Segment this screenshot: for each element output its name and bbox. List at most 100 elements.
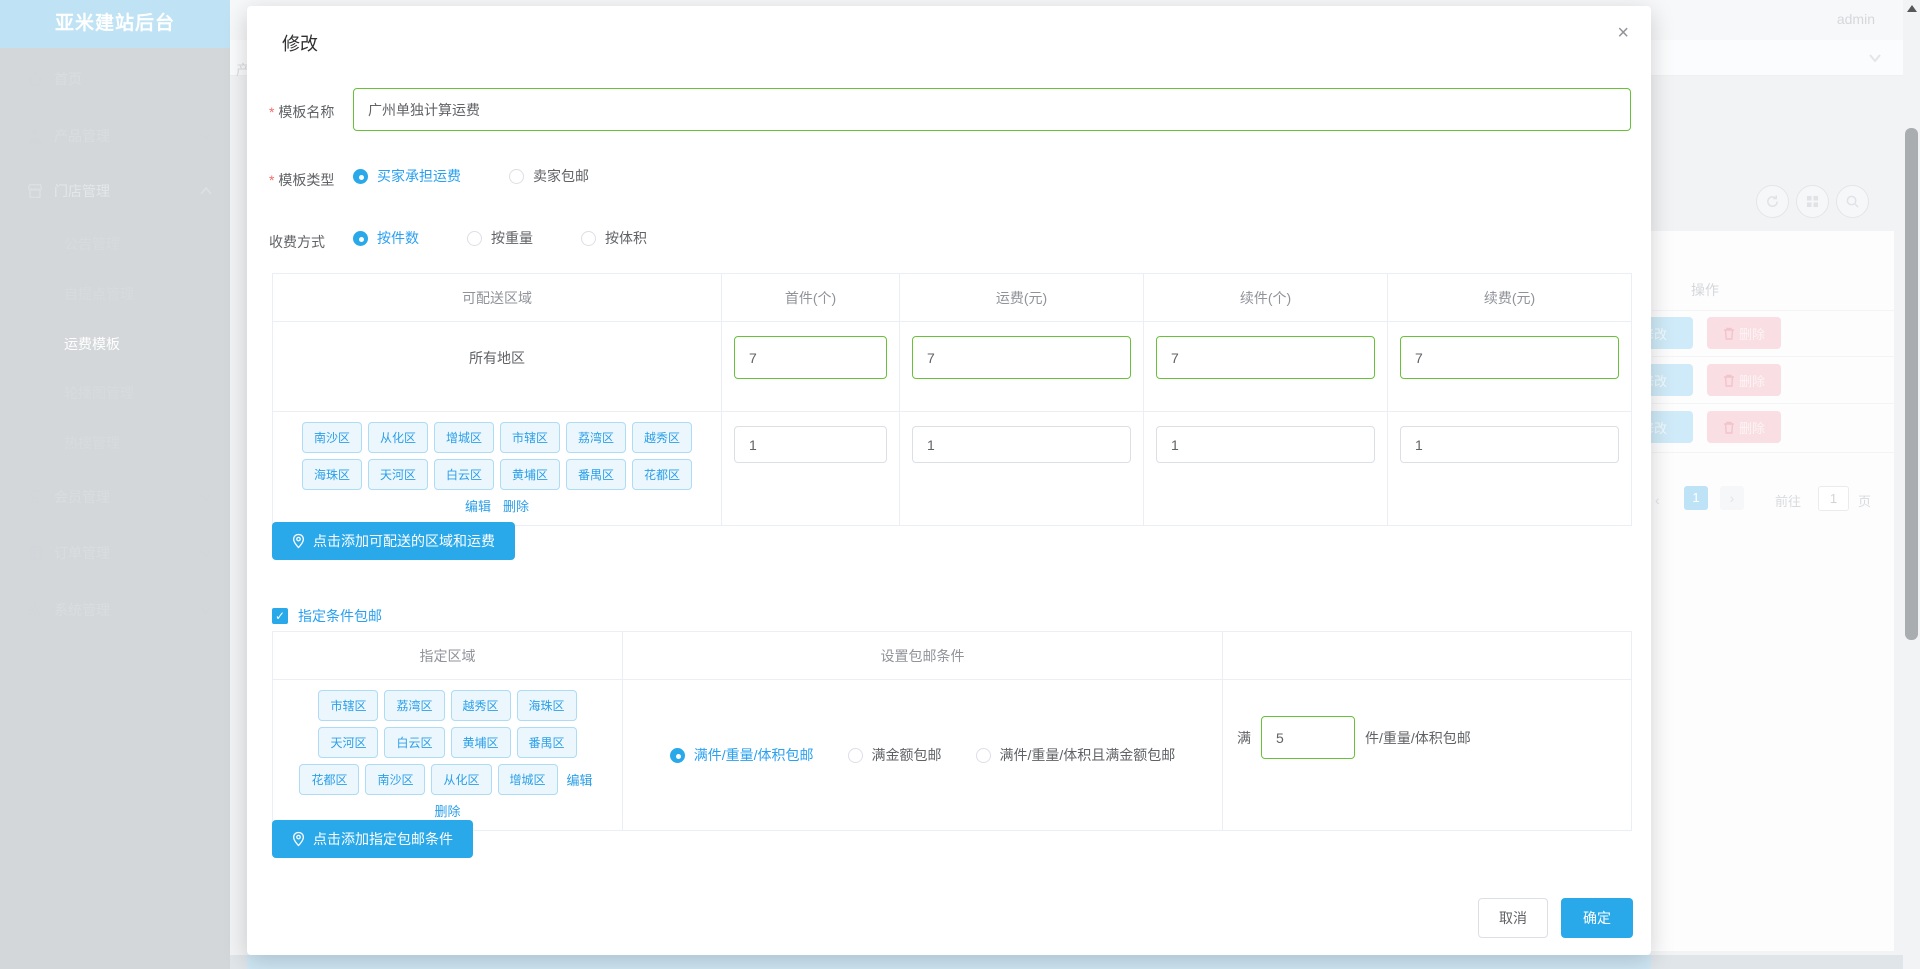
sidebar-subitem-pickup-points[interactable]: 自提点管理	[64, 286, 134, 302]
home-icon	[28, 71, 42, 87]
table-row: 市辖区 荔湾区 越秀区 海珠区 天河区 白云区 黄埔区 番禺区 花都区 南沙区 从化区 增城区 编辑 …	[272, 679, 1632, 831]
template-name-input[interactable]	[353, 88, 1631, 131]
region-tag[interactable]: 荔湾区	[384, 690, 445, 721]
delete-label: 删除	[1738, 373, 1765, 389]
col-header-fee: 运费(元)	[899, 273, 1144, 322]
row-delete-button[interactable]: 删除	[1707, 411, 1781, 443]
sidebar-item-label: 会员管理	[54, 489, 110, 505]
row-delete-button[interactable]: 删除	[1707, 364, 1781, 396]
region-tag[interactable]: 海珠区	[516, 690, 577, 721]
region-tag[interactable]: 花都区	[632, 459, 693, 490]
edit-condition-regions-link[interactable]: 编辑	[566, 773, 593, 788]
region-tag[interactable]: 花都区	[299, 764, 360, 795]
sidebar-item-stores[interactable]: 门店管理	[0, 176, 230, 206]
confirm-button[interactable]: 确定	[1561, 898, 1633, 938]
sidebar-item-home[interactable]: 首页	[0, 64, 230, 94]
radio-free-by-quantity[interactable]: 满件/重量/体积包邮	[669, 745, 814, 765]
region-tag[interactable]: 南沙区	[365, 764, 426, 795]
threshold-input[interactable]	[1261, 716, 1355, 759]
region-tag[interactable]: 白云区	[384, 727, 445, 758]
pagination-goto-input[interactable]	[1818, 486, 1849, 511]
sidebar-item-members[interactable]: 会员管理	[0, 482, 230, 512]
sidebar-item-products[interactable]: 产品管理	[0, 121, 230, 151]
search-icon[interactable]	[1836, 185, 1869, 218]
radio-seller-free[interactable]: 卖家包邮	[509, 166, 589, 186]
radio-free-by-amount[interactable]: 满金额包邮	[847, 745, 942, 765]
region-tag[interactable]: 海珠区	[301, 459, 362, 490]
delete-regions-link[interactable]: 删除	[503, 499, 530, 514]
region-tag[interactable]: 越秀区	[632, 422, 693, 453]
next-count-input[interactable]	[1156, 336, 1375, 379]
chevron-down-icon	[200, 549, 212, 558]
edit-template-modal: 修改 × 模板名称 模板类型 买家承担运费 卖家包邮 收费方式 按件数	[247, 6, 1651, 955]
admin-user-menu[interactable]: admin	[1836, 11, 1875, 27]
radio-by-count[interactable]: 按件数	[353, 228, 419, 248]
first-fee-input[interactable]	[912, 426, 1131, 463]
region-tag[interactable]: 番禺区	[566, 459, 627, 490]
refresh-icon[interactable]	[1756, 185, 1789, 218]
threshold-suffix: 件/重量/体积包邮	[1365, 729, 1471, 746]
next-fee-input[interactable]	[1400, 426, 1619, 463]
region-tag[interactable]: 市辖区	[500, 422, 561, 453]
sidebar-subitem-hot-search[interactable]: 热搜管理	[64, 435, 120, 451]
region-tag[interactable]: 番禺区	[516, 727, 577, 758]
sidebar-subitem-announcements[interactable]: 公告管理	[64, 236, 120, 252]
scrollbar-thumb[interactable]	[1905, 128, 1918, 640]
col-header-specified-region: 指定区域	[272, 631, 623, 680]
delete-label: 删除	[1738, 420, 1765, 436]
radio-by-weight[interactable]: 按重量	[467, 228, 533, 248]
radio-icon	[509, 168, 524, 184]
first-count-input[interactable]	[734, 336, 887, 379]
pagination-next[interactable]: ›	[1720, 486, 1744, 510]
scroll-up-icon[interactable]	[1907, 5, 1917, 12]
conditional-free-checkbox[interactable]: ✓ 指定条件包邮	[272, 606, 382, 626]
region-tag[interactable]: 增城区	[433, 422, 494, 453]
region-tag[interactable]: 白云区	[433, 459, 494, 490]
first-fee-input[interactable]	[912, 336, 1131, 379]
pagination-page-1[interactable]: 1	[1684, 486, 1708, 510]
cancel-button[interactable]: 取消	[1478, 898, 1548, 938]
radio-label: 按体积	[605, 230, 647, 246]
region-tag[interactable]: 黄埔区	[450, 727, 511, 758]
next-count-input[interactable]	[1156, 426, 1375, 463]
region-tag[interactable]: 荔湾区	[566, 422, 627, 453]
sidebar-item-orders[interactable]: 订单管理	[0, 538, 230, 568]
sidebar-subitem-shipping-templates[interactable]: 运费模板	[64, 336, 120, 352]
region-tag[interactable]: 增城区	[497, 764, 558, 795]
delete-condition-regions-link[interactable]: 删除	[434, 804, 461, 819]
add-region-label: 点击添加可配送的区域和运费	[313, 533, 495, 549]
row-delete-button[interactable]: 删除	[1707, 317, 1781, 349]
checkbox-checked-icon: ✓	[272, 608, 288, 624]
sidebar-item-system[interactable]: 系统管理	[0, 595, 230, 625]
add-condition-button[interactable]: 点击添加指定包邮条件	[272, 820, 473, 858]
region-tag[interactable]: 南沙区	[301, 422, 362, 453]
region-tag[interactable]: 黄埔区	[500, 459, 561, 490]
radio-free-by-both[interactable]: 满件/重量/体积且满金额包邮	[975, 745, 1175, 765]
sidebar-subitem-carousel[interactable]: 轮播图管理	[64, 385, 134, 401]
region-tag[interactable]: 天河区	[367, 459, 428, 490]
pagination-prev[interactable]: ‹	[1655, 492, 1660, 508]
radio-by-volume[interactable]: 按体积	[581, 228, 647, 248]
region-tag[interactable]: 越秀区	[450, 690, 511, 721]
checkbox-label: 指定条件包邮	[298, 608, 382, 624]
gear-icon	[27, 602, 43, 618]
region-tag[interactable]: 从化区	[367, 422, 428, 453]
region-tag[interactable]: 从化区	[431, 764, 492, 795]
sidebar-item-label: 产品管理	[54, 128, 110, 144]
radio-icon	[975, 747, 991, 763]
radio-buyer-pays[interactable]: 买家承担运费	[353, 166, 461, 186]
radio-icon	[581, 230, 596, 246]
radio-label: 买家承担运费	[377, 168, 461, 184]
grid-icon[interactable]	[1796, 185, 1829, 218]
edit-regions-link[interactable]: 编辑	[464, 499, 491, 514]
first-count-input[interactable]	[734, 426, 887, 463]
region-tag[interactable]: 天河区	[318, 727, 379, 758]
chevron-up-icon	[200, 186, 212, 195]
next-fee-input[interactable]	[1400, 336, 1619, 379]
table-row: 所有地区	[272, 321, 1632, 412]
add-region-button[interactable]: 点击添加可配送的区域和运费	[272, 522, 515, 560]
close-icon[interactable]: ×	[1617, 22, 1629, 44]
sidebar-item-label: 首页	[54, 71, 82, 87]
threshold-prefix: 满	[1237, 729, 1251, 746]
region-tag[interactable]: 市辖区	[318, 690, 379, 721]
